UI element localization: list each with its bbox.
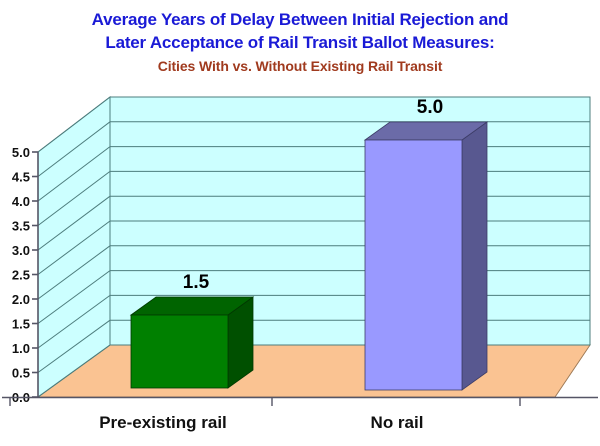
bar-front-face (130, 314, 229, 389)
y-tick-label: 1.0 (12, 341, 30, 356)
y-tick-label: 2.0 (12, 292, 30, 307)
bar-value-label-pre-existing-rail: 1.5 (183, 272, 210, 293)
y-tick-label: 4.0 (12, 194, 30, 209)
chart-left-wall (37, 95, 111, 398)
gridlines-left-wall (37, 96, 111, 398)
y-tick-label: 1.5 (12, 317, 30, 332)
y-tick-label: 5.0 (12, 145, 30, 160)
y-tick-label: 4.5 (12, 170, 30, 185)
y-tick-label: 0.5 (12, 366, 30, 381)
page-title-line-1: Average Years of Delay Between Initial R… (91, 10, 509, 29)
x-axis-category-label-1: No rail (371, 413, 424, 432)
y-axis-tick-labels: 5.0 4.5 4.0 3.5 3.0 2.5 2.0 1.5 1.0 0.5 … (12, 145, 30, 405)
chart-title-block: Average Years of Delay Between Initial R… (0, 8, 600, 76)
chart-floor-main (36, 344, 591, 398)
x-axis-category-label-0: Pre-existing rail (99, 413, 227, 432)
bar-pre-existing-rail[interactable] (129, 296, 255, 389)
y-tick-label: 3.0 (12, 243, 30, 258)
gridlines-back-wall (110, 96, 590, 346)
bar-front-face (364, 139, 463, 391)
y-axis-ticks (32, 151, 38, 398)
bar-value-label-no-rail: 5.0 (417, 97, 443, 118)
chart-subtitle: Cities With vs. Without Existing Rail Tr… (157, 58, 443, 74)
bar-no-rail[interactable] (363, 121, 489, 391)
x-axis-ticks (9, 397, 521, 406)
page-title-line-2: Later Acceptance of Rail Transit Ballot … (105, 33, 495, 52)
y-tick-label: 2.5 (12, 268, 30, 283)
bar-side-face (461, 121, 488, 391)
y-tick-label: 3.5 (12, 219, 30, 234)
